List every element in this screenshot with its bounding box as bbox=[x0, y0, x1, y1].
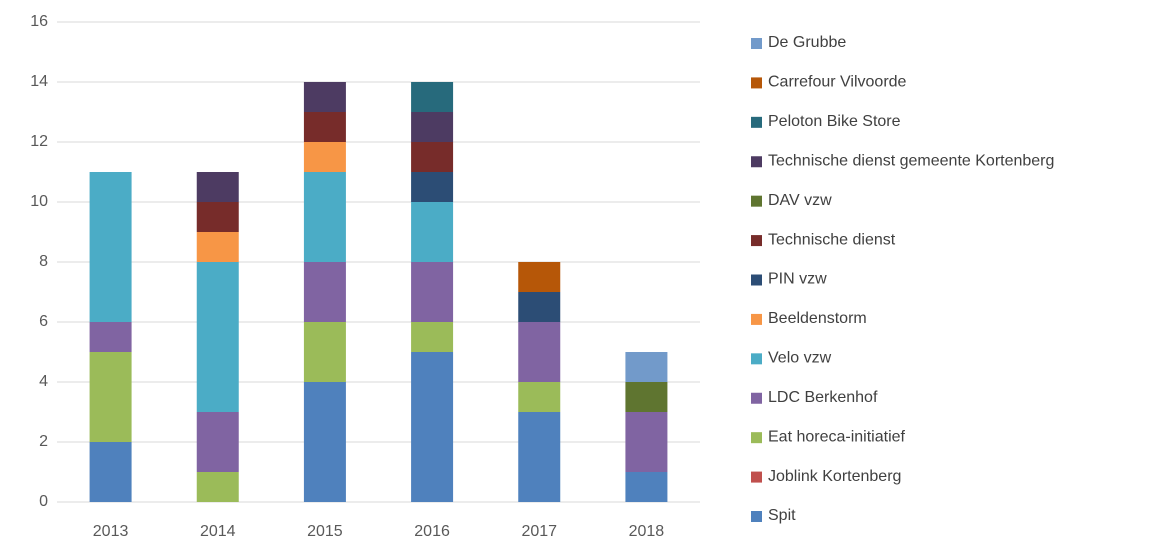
legend-label: PIN vzw bbox=[768, 271, 827, 288]
bar-segment bbox=[89, 442, 132, 502]
y-tick-label: 0 bbox=[39, 493, 48, 510]
legend-swatch bbox=[751, 471, 762, 483]
x-tick-label: 2016 bbox=[414, 523, 450, 540]
legend-label: Beeldenstorm bbox=[768, 310, 867, 327]
bar-segment bbox=[411, 262, 454, 322]
bar-segment bbox=[625, 382, 668, 412]
legend-swatch bbox=[751, 38, 762, 49]
x-tick-label: 2013 bbox=[93, 523, 129, 540]
legend-label: Technische dienst bbox=[768, 231, 896, 248]
x-tick-label: 2014 bbox=[200, 523, 236, 540]
bar-segment bbox=[625, 352, 668, 382]
bar-segment bbox=[411, 82, 454, 112]
legend-swatch bbox=[751, 77, 762, 89]
y-tick-label: 4 bbox=[39, 373, 48, 390]
y-tick-label: 16 bbox=[30, 13, 48, 30]
bar-segment bbox=[411, 322, 454, 352]
bar-segment bbox=[303, 112, 346, 142]
y-tick-label: 10 bbox=[30, 193, 48, 210]
bar-segment bbox=[518, 292, 561, 322]
bar-segment bbox=[89, 322, 132, 352]
legend-swatch bbox=[751, 313, 762, 325]
bar-segment bbox=[411, 112, 454, 142]
y-tick-label: 14 bbox=[30, 73, 48, 90]
bar-segment bbox=[196, 172, 239, 202]
legend-label: Technische dienst gemeente Kortenberg bbox=[768, 152, 1054, 169]
y-tick-label: 6 bbox=[39, 313, 48, 330]
legend-swatch bbox=[751, 195, 762, 207]
legend-swatch bbox=[751, 156, 762, 168]
legend-swatch bbox=[751, 116, 762, 128]
bar-segment bbox=[303, 142, 346, 172]
bar-segment bbox=[196, 472, 239, 502]
legend-label: Carrefour Vilvoorde bbox=[768, 74, 907, 91]
legend-label: De Grubbe bbox=[768, 34, 846, 51]
legend-swatch bbox=[751, 511, 762, 522]
x-tick-label: 2015 bbox=[307, 523, 343, 540]
legend-label: Velo vzw bbox=[768, 350, 832, 367]
bar-segment bbox=[625, 412, 668, 472]
bar-segment bbox=[518, 382, 561, 412]
bar-segment bbox=[196, 262, 239, 412]
bar-segment bbox=[89, 172, 132, 322]
legend: Spit Joblink Kortenberg Eat horeca-initiat… bbox=[751, 34, 1054, 524]
bar-segment bbox=[196, 412, 239, 472]
bar-segment bbox=[303, 172, 346, 262]
legend-label: DAV vzw bbox=[768, 192, 832, 209]
bar-segment bbox=[196, 232, 239, 262]
bar-segment bbox=[303, 382, 346, 502]
bar-segment bbox=[411, 352, 454, 502]
bar-segment bbox=[411, 142, 454, 172]
bar-segment bbox=[518, 322, 561, 382]
x-tick-label: 2018 bbox=[629, 523, 665, 540]
bar-segment bbox=[411, 172, 454, 202]
legend-label: LDC Berkenhof bbox=[768, 389, 878, 406]
bar-segment bbox=[196, 202, 239, 232]
bar-segment bbox=[303, 262, 346, 322]
bar-segment bbox=[303, 322, 346, 382]
bar-segment bbox=[518, 262, 561, 292]
legend-swatch bbox=[751, 353, 762, 365]
legend-label: Peloton Bike Store bbox=[768, 113, 901, 130]
legend-swatch bbox=[751, 274, 762, 286]
legend-swatch bbox=[751, 392, 762, 404]
legend-swatch bbox=[751, 235, 762, 247]
legend-label: Eat horeca-initiatief bbox=[768, 428, 906, 445]
legend-label: Spit bbox=[768, 507, 796, 524]
y-tick-label: 2 bbox=[39, 433, 48, 450]
legend-swatch bbox=[751, 432, 762, 444]
x-tick-label: 2017 bbox=[521, 523, 557, 540]
bar-segment bbox=[518, 412, 561, 502]
y-tick-label: 8 bbox=[39, 253, 48, 270]
y-tick-label: 12 bbox=[30, 133, 48, 150]
bar-segment bbox=[411, 202, 454, 262]
bar-segment bbox=[625, 472, 668, 502]
bar-segment bbox=[303, 82, 346, 112]
legend-label: Joblink Kortenberg bbox=[768, 468, 901, 485]
bar-segment bbox=[89, 352, 132, 442]
